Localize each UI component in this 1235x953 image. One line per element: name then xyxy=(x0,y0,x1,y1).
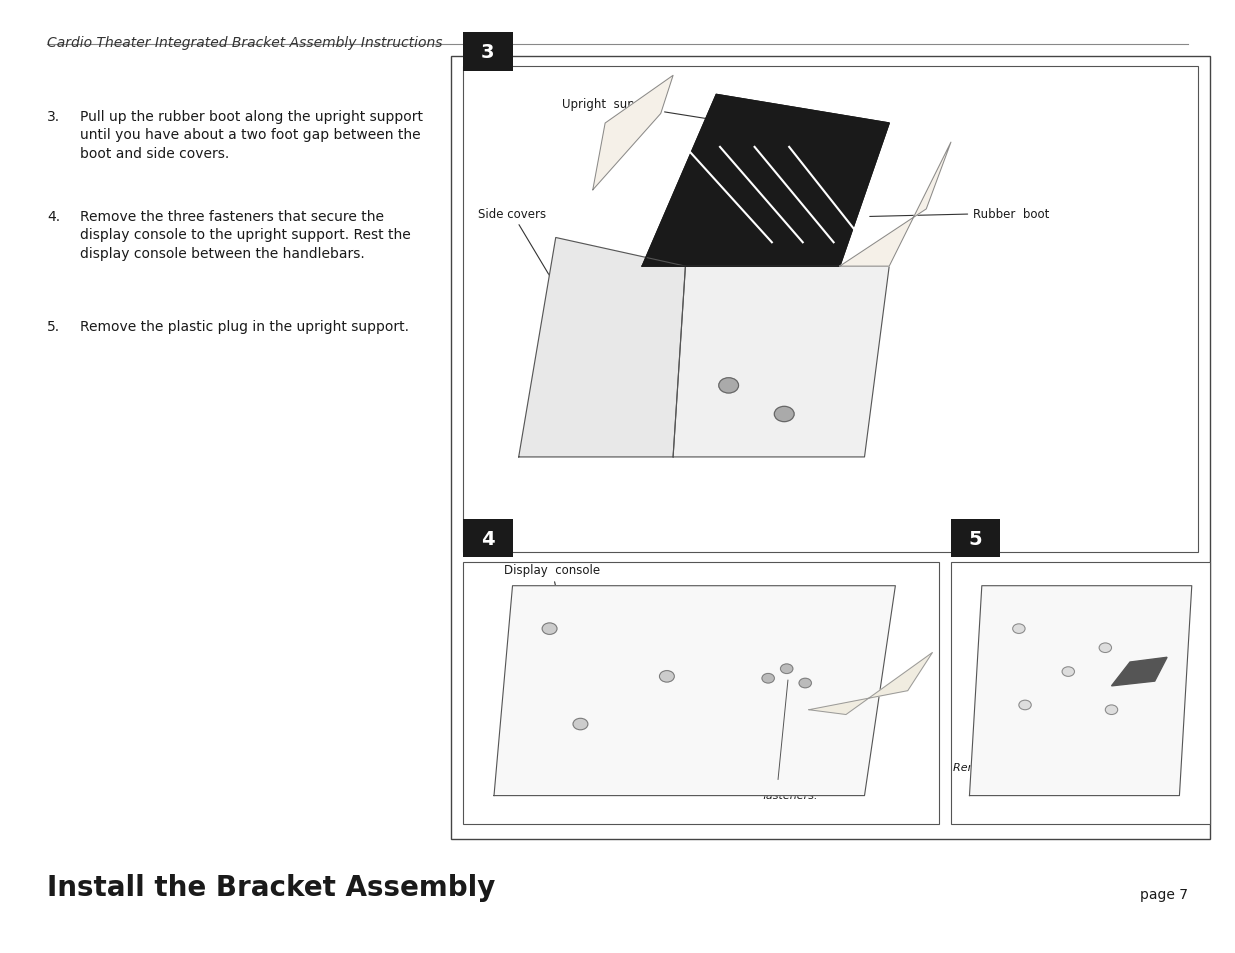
Polygon shape xyxy=(673,267,889,457)
Text: Remove the plastic plug in the upright support.: Remove the plastic plug in the upright s… xyxy=(80,319,409,334)
Text: 4: 4 xyxy=(480,529,495,548)
Text: Install the Bracket Assembly: Install the Bracket Assembly xyxy=(47,873,495,901)
Circle shape xyxy=(573,719,588,730)
Text: Cardio Theater Integrated Bracket Assembly Instructions: Cardio Theater Integrated Bracket Assemb… xyxy=(47,36,442,51)
FancyBboxPatch shape xyxy=(463,562,939,824)
FancyBboxPatch shape xyxy=(951,562,1210,824)
Circle shape xyxy=(1099,643,1112,653)
Circle shape xyxy=(1019,700,1031,710)
Text: Remove  plastic  plug.: Remove plastic plug. xyxy=(953,752,1078,772)
Circle shape xyxy=(799,679,811,688)
Polygon shape xyxy=(840,143,951,267)
Circle shape xyxy=(542,623,557,635)
Text: 5: 5 xyxy=(968,529,983,548)
Circle shape xyxy=(1062,667,1074,677)
Circle shape xyxy=(762,674,774,683)
Circle shape xyxy=(1142,672,1155,681)
Circle shape xyxy=(659,671,674,682)
Circle shape xyxy=(781,664,793,674)
Text: 4.: 4. xyxy=(47,210,61,224)
Circle shape xyxy=(719,378,739,394)
Text: Remove  three
fasteners.: Remove three fasteners. xyxy=(762,779,845,801)
Polygon shape xyxy=(519,238,685,457)
Circle shape xyxy=(1105,705,1118,715)
Circle shape xyxy=(1013,624,1025,634)
FancyBboxPatch shape xyxy=(463,33,513,71)
Polygon shape xyxy=(494,586,895,796)
Text: Rubber  boot: Rubber boot xyxy=(869,208,1050,220)
Text: Display  console: Display console xyxy=(504,564,600,596)
Polygon shape xyxy=(593,76,673,191)
Text: page 7: page 7 xyxy=(1140,886,1188,901)
Text: 3: 3 xyxy=(482,43,494,62)
Text: Side covers: Side covers xyxy=(478,208,585,336)
FancyBboxPatch shape xyxy=(451,57,1210,839)
Text: Pull up the rubber boot along the upright support
until you have about a two foo: Pull up the rubber boot along the uprigh… xyxy=(80,110,424,160)
Text: 5.: 5. xyxy=(47,319,61,334)
Polygon shape xyxy=(969,586,1192,796)
Circle shape xyxy=(774,407,794,422)
FancyBboxPatch shape xyxy=(463,67,1198,553)
FancyBboxPatch shape xyxy=(951,519,1000,558)
Text: 3.: 3. xyxy=(47,110,61,124)
Polygon shape xyxy=(642,95,889,267)
Polygon shape xyxy=(809,653,932,715)
FancyBboxPatch shape xyxy=(463,519,513,558)
Text: Remove the three fasteners that secure the
display console to the upright suppor: Remove the three fasteners that secure t… xyxy=(80,210,411,260)
Polygon shape xyxy=(1112,658,1167,686)
Text: Upright  support: Upright support xyxy=(562,98,720,122)
